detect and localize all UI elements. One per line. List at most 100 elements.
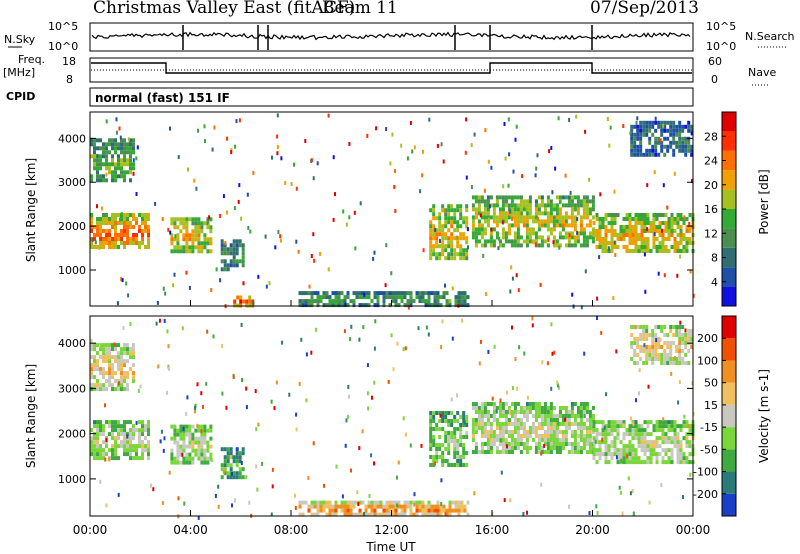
heatmap-cell <box>229 455 232 460</box>
heatmap-cell <box>681 148 685 153</box>
heatmap-cell <box>669 341 673 345</box>
heatmap-cell <box>179 221 183 226</box>
heatmap-cell <box>211 147 214 152</box>
heatmap-cell <box>570 406 574 410</box>
heatmap-cell <box>439 295 443 300</box>
heatmap-cell <box>605 392 608 397</box>
heatmap-cell <box>447 431 451 435</box>
heatmap-cell <box>466 295 470 300</box>
heatmap-cell <box>144 428 147 433</box>
heatmap-cell <box>176 233 180 238</box>
heatmap-cell <box>610 221 614 225</box>
heatmap-cell <box>555 239 559 244</box>
heatmap-cell <box>585 450 589 454</box>
heatmap-cell <box>639 120 643 125</box>
heatmap-cell <box>655 217 659 221</box>
heatmap-cell <box>648 353 652 357</box>
heatmap-cell <box>501 235 505 240</box>
heatmap-cell <box>658 428 662 433</box>
heatmap-cell <box>552 414 556 418</box>
heatmap-cell <box>298 381 301 386</box>
heatmap-cell <box>415 508 419 513</box>
heatmap-cell <box>116 130 118 135</box>
heatmap-cell <box>682 237 686 241</box>
heatmap-cell <box>219 278 222 283</box>
heatmap-cell <box>498 434 502 438</box>
heatmap-cell <box>448 303 452 308</box>
heatmap-cell <box>568 504 570 509</box>
heatmap-cell <box>313 504 317 509</box>
heatmap-cell <box>391 132 394 137</box>
heatmap-cell <box>673 171 676 176</box>
heatmap-cell <box>135 217 138 221</box>
heatmap-cell <box>235 471 239 476</box>
heatmap-cell <box>564 414 568 418</box>
heatmap-cell <box>595 420 599 425</box>
heatmap-cell <box>478 361 481 366</box>
heatmap-cell <box>592 424 596 429</box>
heatmap-cell <box>241 378 243 382</box>
heatmap-cell <box>132 166 135 171</box>
heatmap-cell <box>313 512 317 517</box>
heatmap-cell <box>429 415 433 419</box>
heatmap-cell <box>429 224 433 229</box>
heatmap-cell <box>459 459 463 463</box>
heatmap-cell <box>105 172 108 177</box>
heatmap-cell <box>573 243 577 248</box>
heatmap-cell <box>558 245 561 250</box>
heatmap-cell <box>209 241 213 246</box>
heatmap-cell <box>132 428 135 433</box>
heatmap-cell <box>348 394 350 399</box>
heatmap-cell <box>325 295 329 300</box>
heatmap-cell <box>637 221 641 225</box>
heatmap-cell <box>129 162 132 167</box>
heatmap-cell <box>631 456 635 461</box>
heatmap-cell <box>159 439 162 444</box>
heatmap-cell <box>460 295 464 300</box>
heatmap-cell <box>453 208 457 213</box>
heatmap-cell <box>447 447 451 451</box>
heatmap-cell <box>132 150 135 155</box>
heatmap-cell <box>447 212 451 217</box>
heatmap-cell <box>519 243 523 248</box>
heatmap-cell <box>304 299 308 304</box>
heatmap-cell <box>637 440 641 445</box>
heatmap-cell <box>117 343 120 348</box>
heatmap-cell <box>610 432 614 437</box>
heatmap-cell <box>99 166 102 171</box>
heatmap-cell <box>684 148 688 153</box>
heatmap-cell <box>138 245 141 249</box>
heatmap-cell <box>444 244 448 249</box>
heatmap-cell <box>444 232 448 237</box>
heatmap-cell <box>495 422 499 426</box>
heatmap-cell <box>432 212 436 217</box>
heatmap-cell <box>235 247 239 252</box>
heatmap-cell <box>568 117 571 122</box>
heatmap-cell <box>662 417 665 422</box>
heatmap-cell <box>348 141 351 146</box>
heatmap-cell <box>132 162 135 167</box>
heatmap-cell <box>534 211 538 216</box>
heatmap-cell <box>679 237 683 241</box>
heatmap-cell <box>596 510 599 515</box>
heatmap-cell <box>507 215 511 220</box>
heatmap-cell <box>129 158 132 163</box>
heatmap-cell <box>194 245 198 250</box>
heatmap-cell <box>232 259 236 264</box>
heatmap-cell <box>546 195 550 200</box>
heatmap-cell <box>621 511 624 516</box>
heatmap-cell <box>96 448 99 453</box>
heatmap-cell <box>670 448 674 453</box>
heatmap-cell <box>173 456 177 461</box>
heatmap-cell <box>450 256 454 261</box>
heatmap-cell <box>453 236 457 241</box>
heatmap-cell <box>660 325 664 329</box>
heatmap-cell <box>388 303 392 308</box>
heatmap-cell <box>385 243 388 248</box>
heatmap-cell <box>121 278 124 283</box>
heatmap-cell <box>135 192 138 196</box>
heatmap-cell <box>511 325 513 330</box>
heatmap-cell <box>538 424 541 429</box>
heatmap-cell <box>595 217 599 221</box>
heatmap-cell <box>637 436 641 441</box>
